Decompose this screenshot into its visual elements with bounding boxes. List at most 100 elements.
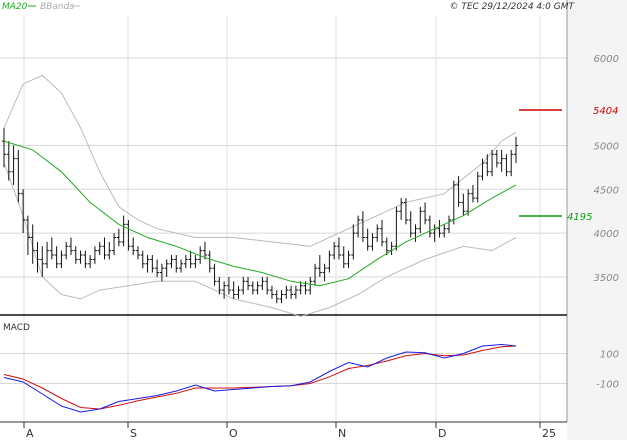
ohlc-bar (78, 250, 83, 264)
ohlc-bar (97, 241, 102, 256)
macd-label: MACD (3, 323, 30, 333)
ohlc-bar (370, 233, 375, 251)
bband-upper (3, 74, 517, 247)
ohlc-bar (188, 250, 193, 269)
ohlc-bar (413, 224, 418, 242)
ohlc-bar (16, 149, 21, 203)
ohlc-bar (336, 237, 341, 260)
ohlc-bar (116, 228, 121, 247)
time-axis: A S O N D 25 (23, 422, 556, 440)
ohlc-bar (504, 154, 509, 177)
price-axis-strip (567, 0, 627, 440)
ma20-line (3, 140, 517, 287)
ohlc-bar (64, 241, 69, 260)
ohlc-bar (317, 255, 322, 277)
macd-axis-labels: 100 -100 (596, 350, 619, 391)
ohlc-bar (298, 281, 303, 295)
ohlc-bar (327, 250, 332, 273)
ohlc-bars (2, 127, 518, 304)
copyright-text: © TEC 29/12/2024 4:0 GMT (449, 2, 575, 12)
ohlc-bar (83, 250, 88, 269)
ohlc-bar (485, 154, 490, 177)
ohlc-bar (332, 241, 337, 260)
month-label: 25 (542, 427, 556, 440)
ohlc-bar (461, 193, 466, 216)
ohlc-bar (126, 219, 131, 251)
ohlc-bar (313, 263, 318, 286)
ohlc-bar (2, 127, 6, 168)
ma20-series (3, 140, 517, 287)
macd-grid (0, 353, 567, 384)
macd-series (3, 343, 517, 413)
ohlc-bar (49, 237, 54, 260)
ohlc-bar (140, 250, 145, 269)
ohlc-bar (135, 246, 140, 260)
ohlc-bar (54, 246, 59, 269)
month-label: O (229, 427, 238, 440)
ohlc-bar (241, 276, 246, 295)
ohlc-bar (360, 211, 365, 242)
ohlc-bar (418, 206, 423, 234)
resistance-label: 5404 (593, 106, 618, 117)
ohlc-bar (447, 215, 452, 234)
ohlc-bar (380, 219, 385, 247)
bollinger-bands (3, 74, 517, 317)
legend-bbands: BBands (40, 2, 74, 12)
ohlc-bar (384, 237, 389, 256)
ohlc-bar (490, 149, 495, 177)
price-axis-labels: 6000 5000 4500 4000 3500 (594, 54, 619, 284)
ohlc-bar (403, 198, 408, 225)
month-label: A (26, 427, 34, 440)
ohlc-bar (246, 276, 251, 291)
ohlc-bar (231, 281, 236, 299)
ohlc-bar (45, 241, 50, 269)
ohlc-bar (470, 184, 475, 203)
ohlc-bar (73, 246, 78, 264)
ohlc-bar (88, 255, 93, 269)
ohlc-bar (207, 250, 212, 273)
ohlc-bar (169, 255, 174, 269)
ohlc-bar (356, 215, 361, 238)
ohlc-bar (21, 189, 26, 234)
price-tick-label: 6000 (594, 54, 619, 65)
ohlc-bar (198, 246, 203, 264)
ohlc-bar (250, 281, 255, 295)
month-label: S (130, 427, 137, 440)
ohlc-bar (269, 285, 274, 299)
ohlc-bar (293, 285, 298, 299)
month-label: D (438, 427, 446, 440)
ohlc-bar (408, 211, 413, 238)
price-levels: 5404 4195 (519, 106, 618, 223)
ohlc-bar (480, 158, 485, 181)
ohlc-bar (346, 250, 351, 269)
ohlc-bar (499, 149, 504, 172)
ohlc-bar (399, 198, 404, 220)
ohlc-bar (155, 259, 160, 277)
price-tick-label: 5000 (594, 141, 619, 152)
ohlc-bar (265, 276, 270, 295)
ohlc-bar (260, 276, 265, 291)
ohlc-bar (35, 241, 40, 273)
ohlc-bar (427, 215, 432, 238)
ohlc-bar (183, 255, 188, 269)
ohlc-bar (255, 281, 260, 295)
bband-lower (3, 162, 517, 317)
ohlc-bar (322, 263, 327, 282)
ohlc-bar (179, 259, 184, 273)
ohlc-bar (25, 215, 30, 256)
month-label: N (338, 427, 346, 440)
ohlc-bar (59, 250, 64, 269)
ohlc-bar (174, 255, 179, 273)
ohlc-bar (475, 171, 480, 203)
ohlc-bar (274, 290, 279, 304)
ohlc-bar (6, 141, 11, 181)
ohlc-bar (164, 259, 169, 277)
macd-tick-label: -100 (596, 380, 619, 391)
ohlc-bar (494, 149, 499, 168)
ohlc-bar (289, 285, 294, 299)
macd-line (3, 343, 517, 413)
ohlc-bar (193, 255, 198, 269)
ohlc-bar (217, 276, 222, 295)
